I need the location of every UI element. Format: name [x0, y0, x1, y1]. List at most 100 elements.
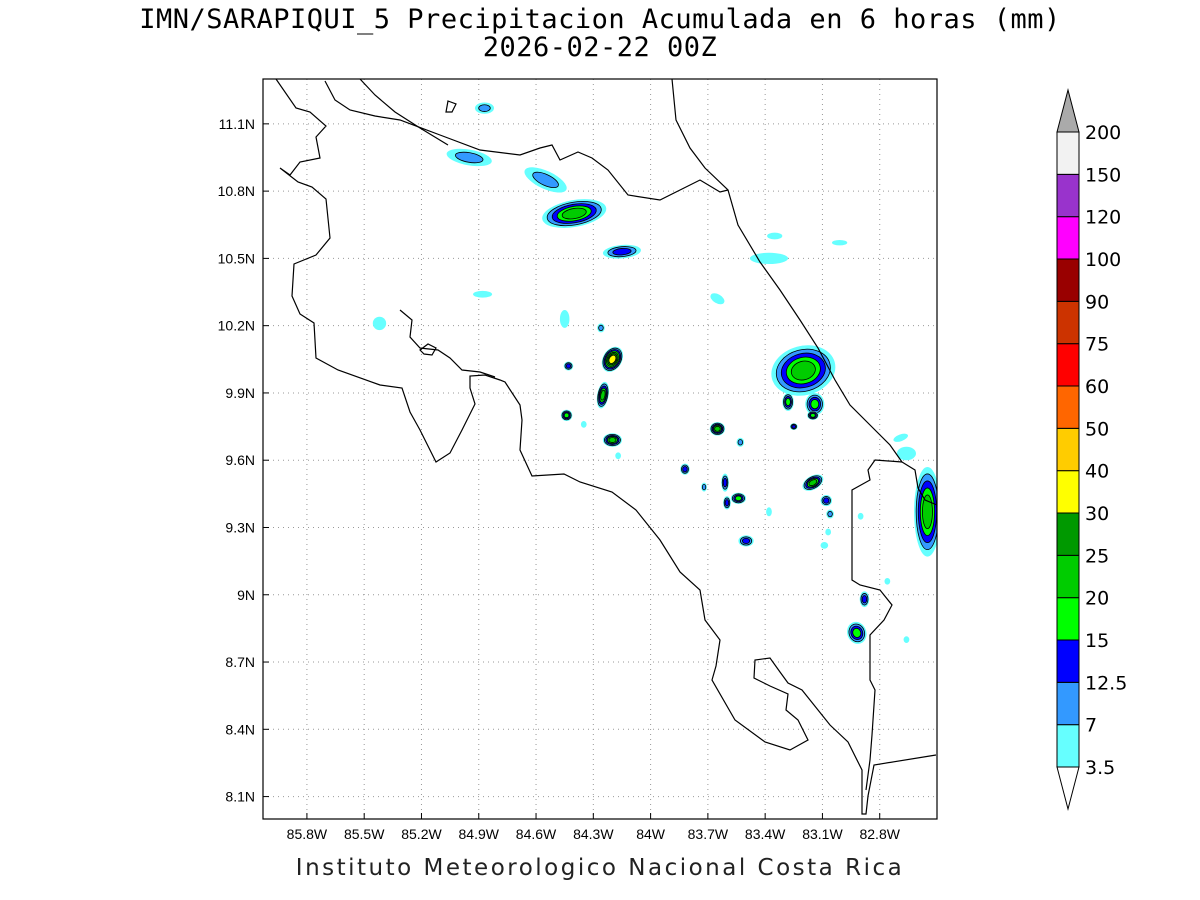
panama-border	[851, 459, 903, 791]
x-tick-label: 84.6W	[516, 826, 557, 842]
colorbar-label: 50	[1085, 418, 1109, 440]
precip-contour	[600, 389, 606, 401]
x-tick-label: 83.7W	[688, 826, 729, 842]
precip-contour	[734, 495, 742, 502]
colorbar-legend: 3.5 7 12.5 15 20 25 30 40 50 60 75 90 100 120 150 200	[1056, 88, 1127, 811]
precip-contour	[612, 247, 632, 256]
precip-cell	[602, 244, 641, 259]
precip-cell	[597, 323, 605, 333]
y-axis: 11.1N 10.8N 10.5N 10.2N 9.9N 9.6N 9.3N 9N 8.7N 8.…	[218, 116, 269, 805]
precip-contour	[598, 324, 604, 332]
precip-cell	[701, 482, 707, 492]
colorbar-segment	[1056, 427, 1080, 472]
precip-contour	[473, 290, 493, 298]
institution-footer: Instituto Meteorologico Nacional Costa R…	[295, 855, 905, 881]
y-tick-label: 10.5N	[218, 250, 255, 266]
colorbar-label: 200	[1085, 122, 1121, 144]
colorbar-label: 90	[1085, 291, 1109, 313]
precip-cell	[903, 636, 910, 643]
precip-contour	[810, 413, 816, 418]
precip-contour	[767, 232, 783, 240]
x-axis: 85.8W 85.5W 85.2W 84.9W 84.6W 84.3W 84W 83.7W 83…	[287, 813, 901, 842]
precip-cell	[736, 437, 745, 447]
precip-cell	[738, 535, 754, 547]
colorbar-segment	[1056, 470, 1080, 514]
nicoya-gulf-shore	[399, 309, 496, 378]
precip-cell	[805, 392, 825, 416]
precip-cell	[831, 240, 848, 246]
colorbar-segment	[1056, 258, 1080, 302]
precip-cell	[857, 512, 864, 520]
precip-contour	[791, 424, 797, 429]
colorbar-min-arrow	[1056, 766, 1080, 811]
precip-cell	[893, 433, 908, 442]
precip-cell	[473, 290, 493, 298]
precip-cell	[820, 542, 829, 549]
precip-contour	[608, 354, 617, 364]
precip-contour	[532, 171, 559, 189]
colorbar-label: 75	[1085, 334, 1109, 356]
precip-cell	[542, 199, 607, 228]
colorbar-segment	[1056, 639, 1080, 683]
colorbar-segment	[1056, 724, 1080, 768]
precip-contour	[565, 363, 572, 369]
precip-contour	[852, 627, 862, 638]
precip-cell	[859, 591, 870, 608]
precip-cell	[825, 528, 832, 536]
colorbar-max-arrow	[1056, 88, 1080, 133]
precip-cell	[767, 232, 783, 240]
colorbar-segment	[1056, 512, 1080, 556]
precip-contour	[903, 636, 910, 643]
precip-cell	[559, 309, 570, 328]
precip-cell	[826, 509, 834, 519]
precip-contour	[922, 494, 933, 530]
map-title: IMN/SARAPIQUI_5 Precipitacion Acumulada …	[139, 4, 1061, 35]
precip-contour	[884, 577, 891, 585]
precip-contour	[766, 507, 772, 517]
precip-cell	[372, 316, 387, 331]
precip-contour	[737, 439, 744, 446]
precip-contour	[825, 528, 832, 536]
precip-contour	[823, 497, 830, 504]
precip-cell	[721, 473, 729, 492]
precip-cell	[560, 409, 573, 421]
y-tick-label: 11.1N	[219, 116, 255, 132]
precip-contour	[896, 446, 916, 461]
precip-cell	[730, 492, 747, 504]
colorbar-label: 30	[1085, 503, 1109, 525]
precip-cell	[802, 474, 824, 491]
coastlines	[275, 79, 937, 815]
x-tick-label: 85.5W	[344, 826, 385, 842]
y-tick-label: 8.7N	[225, 654, 255, 670]
precip-contour	[710, 293, 725, 305]
x-tick-label: 83.1W	[802, 826, 843, 842]
northern-border	[324, 80, 729, 201]
precip-cell	[807, 410, 819, 420]
colorbar-segment	[1056, 343, 1080, 387]
precip-contour	[820, 542, 829, 549]
colorbar-segment	[1056, 385, 1080, 429]
colorbar-segment	[1056, 681, 1080, 726]
precip-contour	[808, 479, 818, 487]
x-tick-label: 84W	[636, 826, 666, 842]
x-tick-label: 85.2W	[401, 826, 442, 842]
colorbar-label: 100	[1085, 249, 1121, 271]
caribbean-coastline	[671, 79, 903, 463]
precip-contour	[682, 466, 688, 473]
precip-contour	[790, 360, 816, 381]
precip-cell	[723, 496, 731, 510]
x-tick-label: 85.8W	[287, 826, 328, 842]
colorbar-label: 40	[1085, 461, 1109, 483]
y-tick-label: 9.3N	[225, 519, 255, 535]
precip-contour	[559, 309, 570, 328]
precip-contour	[478, 104, 491, 112]
precip-cell	[766, 507, 772, 517]
precip-contour	[561, 207, 587, 220]
x-tick-label: 84.9W	[459, 826, 500, 842]
map-date: 2026-02-22 00Z	[482, 32, 718, 63]
precip-cell	[782, 392, 794, 411]
precip-cell	[710, 293, 725, 305]
precip-cell	[524, 167, 567, 193]
colorbar-label: 60	[1085, 376, 1109, 398]
